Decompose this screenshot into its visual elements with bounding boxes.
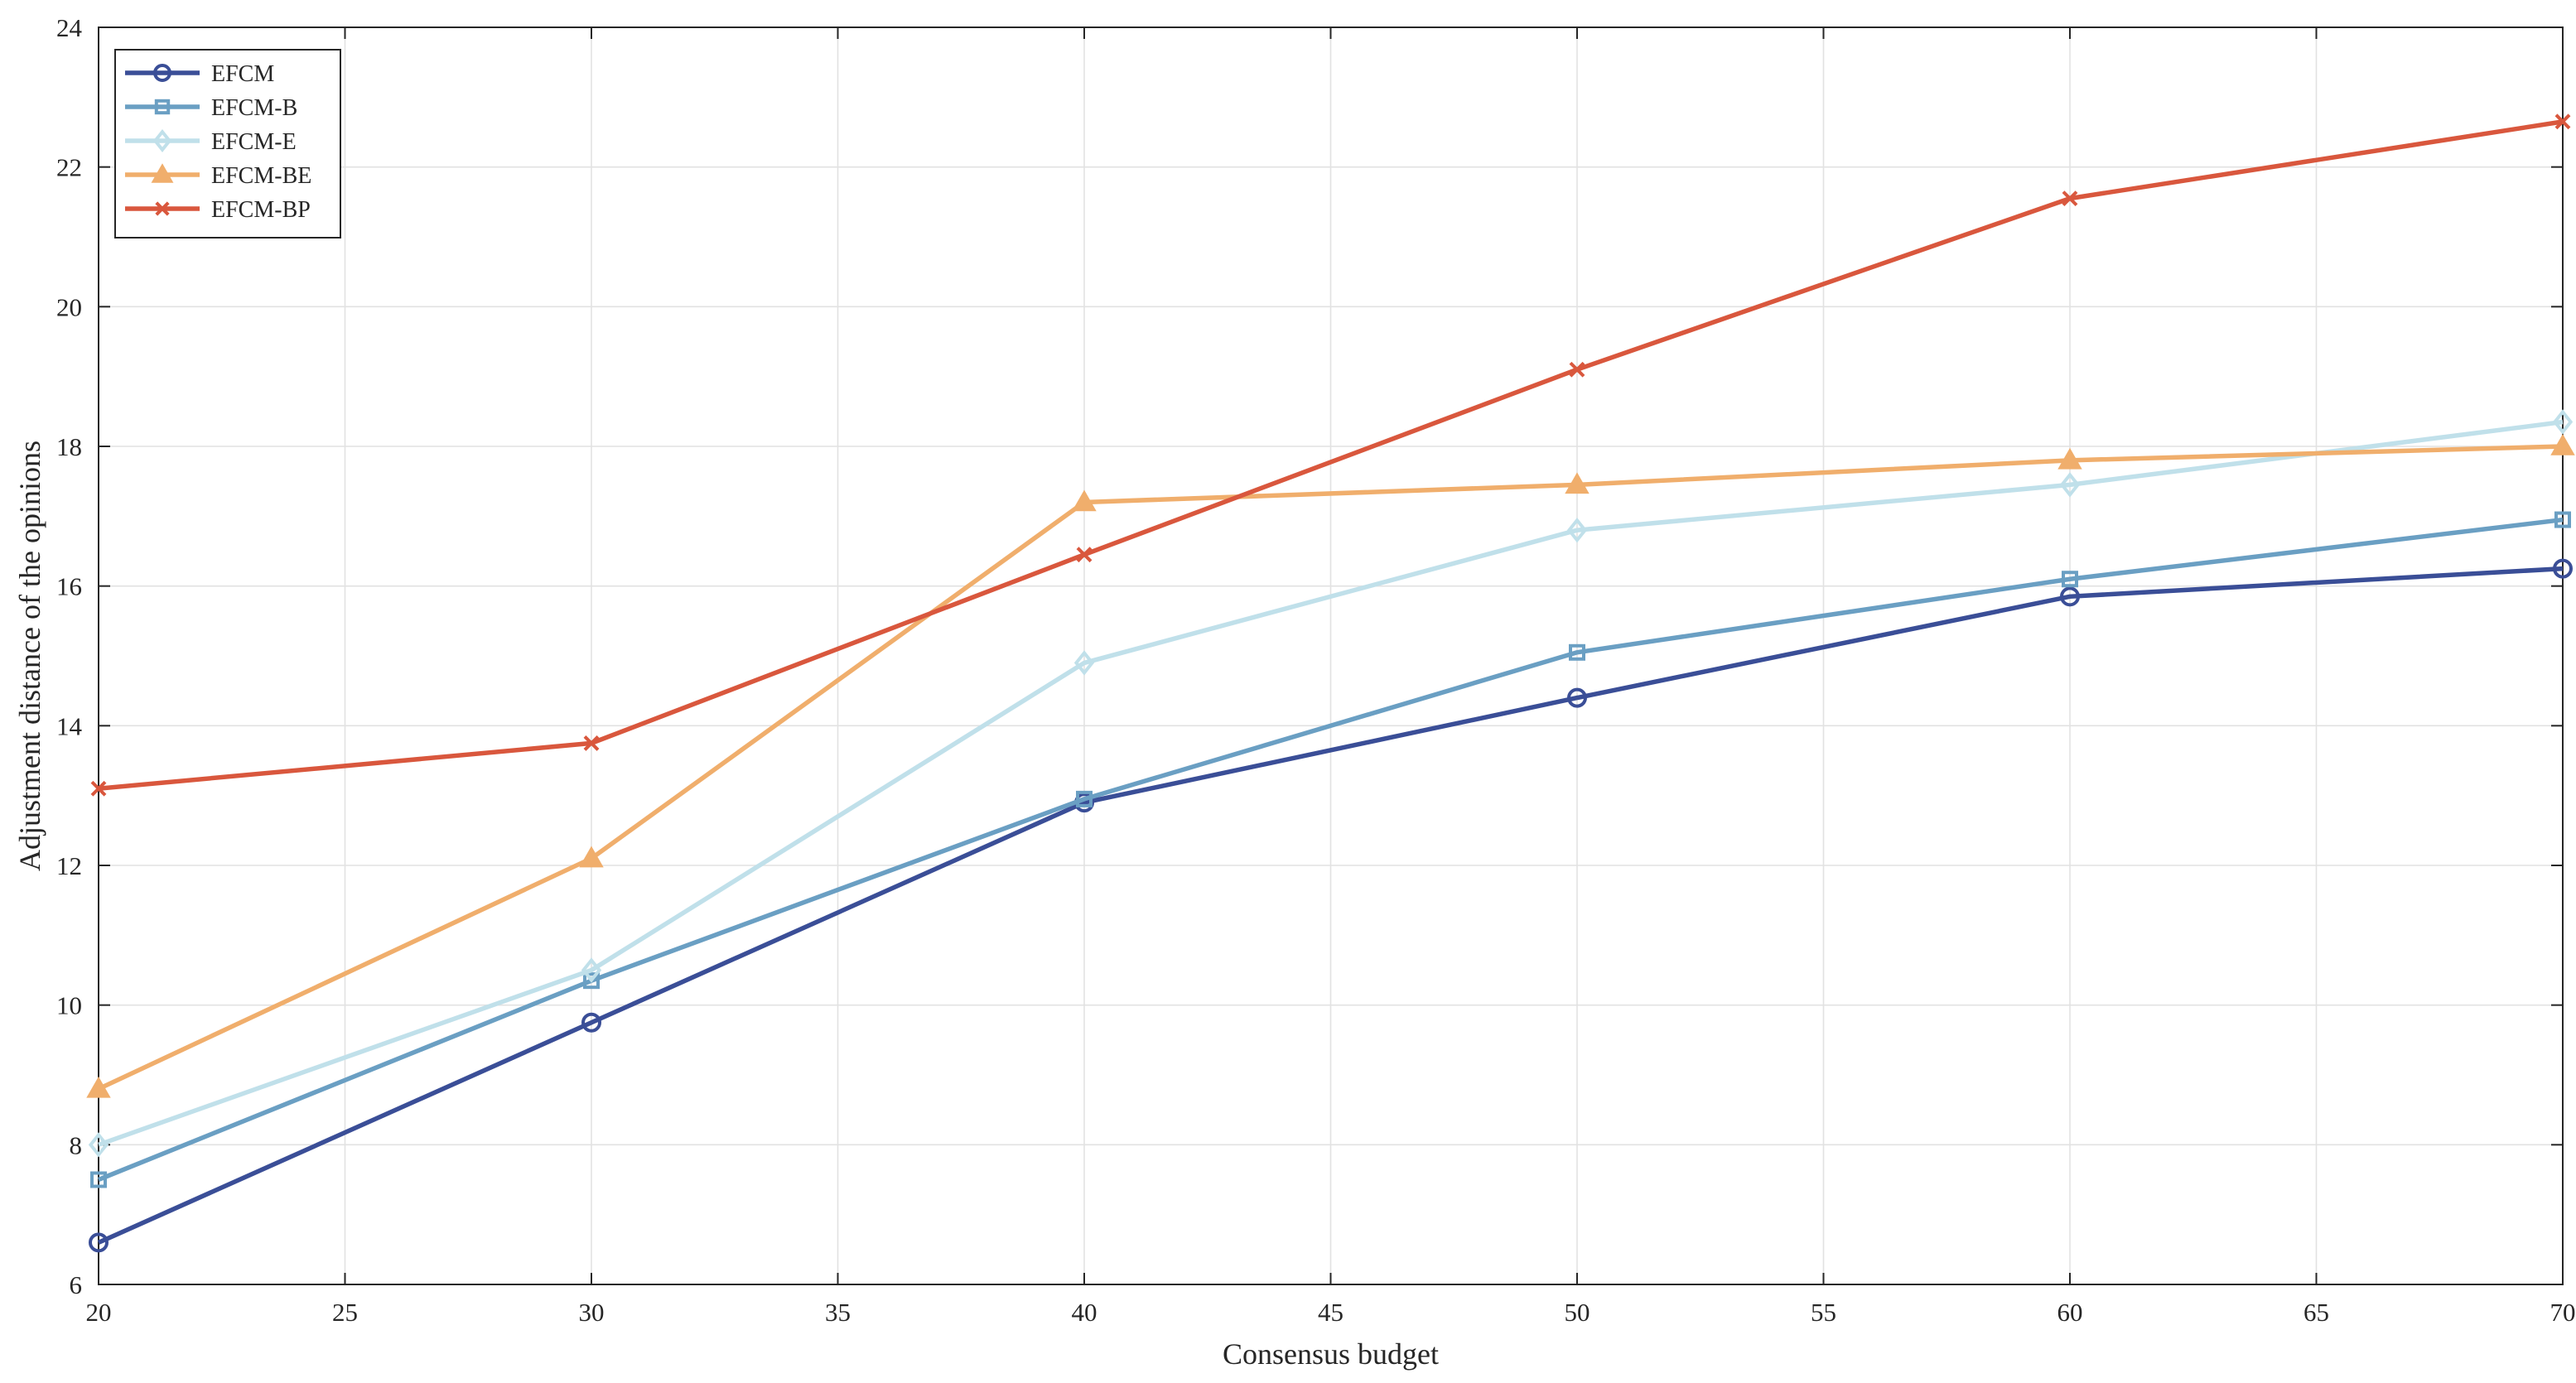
legend-label: EFCM-BE [211,163,311,189]
legend: EFCM EFCM-B EFCM-E EFCM-BE EFCM-BP [114,49,341,239]
data-point [2550,433,2575,455]
legend-label: EFCM-BP [211,197,311,223]
data-point [89,1232,109,1253]
data-point [90,780,107,797]
legend-label: EFCM [211,61,274,87]
y-tick-label: 12 [56,851,82,880]
data-point [1566,517,1588,543]
data-point [86,1076,111,1098]
legend-label: EFCM-E [211,129,297,155]
legend-marker [155,201,170,216]
y-tick-label: 10 [56,991,82,1020]
data-point [1076,547,1093,563]
series-efcm-e [88,409,2574,1158]
data-point [583,972,600,990]
data-point [1567,687,1587,708]
y-tick-label: 14 [56,711,83,740]
x-tick-label: 30 [579,1298,605,1327]
data-point [2060,586,2080,607]
data-point [1569,643,1585,661]
x-tick-label: 45 [1318,1298,1343,1327]
data-point [2554,511,2571,528]
data-point [2059,472,2081,498]
series-line [98,119,2564,791]
series-line [97,444,2564,1091]
y-tick-label: 22 [56,153,82,182]
x-tick-label: 55 [1811,1298,1836,1327]
x-tick-label: 65 [2303,1298,2329,1327]
data-point [2062,571,2078,588]
legend-item: EFCM-BP [125,197,311,223]
legend-item: EFCM-E [125,128,297,155]
data-point [579,846,604,868]
series-group [86,113,2575,1253]
legend-box [114,49,341,239]
legend-marker [153,64,171,82]
data-point [88,1132,109,1158]
x-tick-label: 70 [2550,1298,2576,1327]
x-tick-label: 35 [825,1298,851,1327]
legend-marker [152,128,172,153]
legend-item: EFCM-B [125,95,297,121]
data-point [581,957,602,983]
x-tick-label: 20 [86,1298,112,1327]
x-tick-label: 50 [1565,1298,1590,1327]
legend-item: EFCM-BE [125,163,311,189]
data-point [583,735,600,751]
data-point [1072,489,1097,512]
data-point [2553,558,2573,579]
y-tick-label: 16 [56,572,82,601]
data-point [1565,472,1589,494]
x-axis-label: Consensus budget [1223,1337,1439,1371]
x-tick-label: 60 [2057,1298,2083,1327]
x-tick-label: 25 [332,1298,358,1327]
axis-ticks: 20 25 30 35 40 45 50 55 60 65 70 6 8 10 12 14 16 18 20 22 24 [56,13,2576,1327]
data-point [2554,113,2571,130]
data-point [1569,361,1585,378]
series-line [97,517,2564,1183]
legend-marker [154,99,171,115]
data-point [1073,650,1095,676]
data-point [2062,190,2078,207]
data-point [2057,447,2082,470]
legend-label: EFCM-B [211,95,297,121]
y-tick-label: 8 [70,1130,83,1159]
legend-marker [151,163,174,183]
series-efcm [89,558,2573,1253]
y-tick-label: 18 [56,432,82,461]
data-point [1076,790,1093,807]
x-tick-label: 40 [1072,1298,1097,1327]
data-point [581,1012,601,1033]
y-tick-label: 24 [56,13,83,42]
data-point [90,1171,107,1188]
data-point [2552,409,2574,435]
y-tick-label: 6 [70,1270,83,1299]
y-axis-label: Adjustment distance of the opinions [13,441,46,871]
series-efcm-be [86,433,2575,1098]
legend-item: EFCM [125,61,274,87]
series-line [97,566,2564,1245]
series-efcm-bp [90,113,2571,797]
series-line [98,419,2564,1147]
y-tick-label: 20 [56,292,82,321]
series-efcm-b [90,511,2571,1188]
